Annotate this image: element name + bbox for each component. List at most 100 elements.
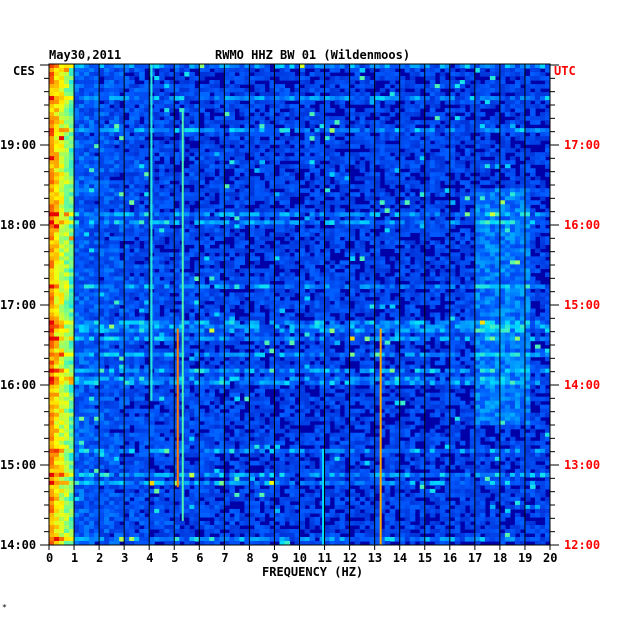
spectrogram-cell bbox=[139, 268, 145, 274]
spectrogram-cell bbox=[244, 280, 250, 286]
spectrogram-cell bbox=[379, 132, 386, 137]
spectrogram-cell bbox=[354, 316, 361, 322]
spectrogram-cell bbox=[324, 104, 331, 109]
spectrogram-cell bbox=[379, 128, 386, 133]
spectrogram-cell bbox=[444, 240, 451, 245]
spectrogram-cell bbox=[509, 252, 516, 257]
spectrogram-cell bbox=[354, 304, 361, 310]
spectrogram-cell bbox=[374, 156, 381, 161]
spectrogram-cell bbox=[59, 64, 65, 69]
spectrogram-cell bbox=[189, 276, 195, 282]
spectrogram-cell bbox=[469, 96, 476, 101]
spectrogram-cell bbox=[189, 200, 195, 205]
spectrogram-cell bbox=[509, 72, 516, 77]
spectrogram-cell bbox=[399, 124, 406, 129]
spectrogram-cell bbox=[459, 108, 466, 113]
spectrogram-cell bbox=[524, 152, 531, 157]
spectrogram-cell bbox=[129, 96, 135, 101]
spectrogram-cell bbox=[394, 72, 401, 77]
spectrogram-cell bbox=[244, 216, 250, 221]
spectrogram-cell bbox=[374, 292, 381, 298]
spectrogram-cell bbox=[429, 96, 436, 101]
spectrogram-cell bbox=[339, 208, 346, 213]
spectrogram-cell bbox=[104, 264, 110, 270]
spectrogram-cell bbox=[389, 304, 396, 310]
spectrogram-cell bbox=[74, 104, 80, 109]
spectrogram-cell bbox=[344, 176, 351, 181]
spectrogram-cell bbox=[524, 280, 531, 286]
spectrogram-cell bbox=[139, 148, 145, 153]
spectrogram-cell bbox=[74, 208, 80, 213]
spectrogram-cell bbox=[99, 228, 105, 233]
spectrogram-cell bbox=[489, 280, 496, 286]
spectrogram-cell bbox=[314, 276, 321, 282]
spectrogram-cell bbox=[504, 200, 511, 205]
spectrogram-cell bbox=[434, 204, 441, 209]
spectrogram-cell bbox=[379, 220, 386, 225]
spectrogram-cell bbox=[64, 312, 70, 318]
spectrogram-cell bbox=[124, 224, 130, 229]
spectrogram-cell bbox=[99, 140, 105, 145]
spectrogram-cell bbox=[404, 208, 411, 213]
spectrogram-cell bbox=[369, 172, 376, 177]
spectrogram-cell bbox=[414, 68, 421, 73]
spectrogram-cell bbox=[384, 152, 391, 157]
spectrogram-cell bbox=[89, 68, 95, 73]
spectrogram-cell bbox=[284, 176, 291, 181]
spectrogram-cell bbox=[324, 72, 331, 77]
spectrogram-cell bbox=[74, 272, 80, 278]
spectrogram-cell bbox=[139, 280, 145, 286]
spectrogram-cell bbox=[254, 100, 261, 105]
spectrogram-cell bbox=[524, 312, 531, 318]
spectrogram-cell bbox=[429, 260, 436, 266]
spectrogram-cell bbox=[409, 108, 416, 113]
spectrogram-cell bbox=[404, 172, 411, 177]
spectrogram-cell bbox=[114, 156, 120, 161]
spectrogram-cell bbox=[299, 284, 306, 290]
spectrogram-cell bbox=[109, 196, 115, 201]
spectrogram-cell bbox=[84, 184, 90, 189]
spectrogram-cell bbox=[274, 192, 281, 197]
spectrogram-cell bbox=[104, 304, 110, 310]
spectrogram-cell bbox=[259, 296, 266, 302]
spectrogram-cell bbox=[259, 96, 266, 101]
spectrogram-cell bbox=[284, 228, 291, 233]
spectrogram-cell bbox=[449, 192, 456, 197]
spectrogram-cell bbox=[449, 80, 456, 85]
spectrogram-cell bbox=[294, 276, 301, 282]
spectrogram-cell bbox=[374, 244, 381, 249]
spectrogram-cell bbox=[124, 200, 130, 205]
spectrogram-cell bbox=[119, 68, 125, 73]
spectrogram-cell bbox=[134, 72, 140, 77]
spectrogram-cell bbox=[239, 148, 245, 153]
spectrogram-cell bbox=[204, 200, 210, 205]
spectrogram-cell bbox=[449, 188, 456, 193]
spectrogram-cell bbox=[479, 92, 486, 97]
spectrogram-cell bbox=[224, 300, 230, 306]
spectrogram-cell bbox=[124, 208, 130, 213]
spectrogram-cell bbox=[104, 280, 110, 286]
spectrogram-cell bbox=[314, 312, 321, 318]
spectrogram-cell bbox=[459, 288, 466, 294]
spectrogram-cell bbox=[529, 312, 536, 318]
spectrogram-cell bbox=[124, 288, 130, 294]
spectrogram-cell bbox=[524, 136, 531, 141]
spectrogram-cell bbox=[284, 128, 291, 133]
spectrogram-cell bbox=[79, 76, 85, 81]
spectrogram-cell bbox=[314, 196, 321, 201]
spectrogram-cell bbox=[239, 236, 245, 241]
spectrogram-cell bbox=[109, 300, 115, 306]
spectrogram-cell bbox=[84, 72, 90, 77]
spectrogram-cell bbox=[119, 96, 125, 101]
spectrogram-cell bbox=[159, 316, 165, 322]
spectrogram-cell bbox=[129, 124, 135, 129]
spectrogram-cell bbox=[279, 196, 286, 201]
spectrogram-cell bbox=[354, 176, 361, 181]
spectrogram-cell bbox=[334, 92, 341, 97]
spectrogram-cell bbox=[359, 116, 366, 121]
spectrogram-cell bbox=[439, 64, 446, 69]
spectrogram-cell bbox=[424, 100, 431, 105]
spectrogram-cell bbox=[54, 216, 60, 221]
spectrogram-cell bbox=[309, 256, 316, 262]
spectrogram-cell bbox=[474, 104, 481, 109]
